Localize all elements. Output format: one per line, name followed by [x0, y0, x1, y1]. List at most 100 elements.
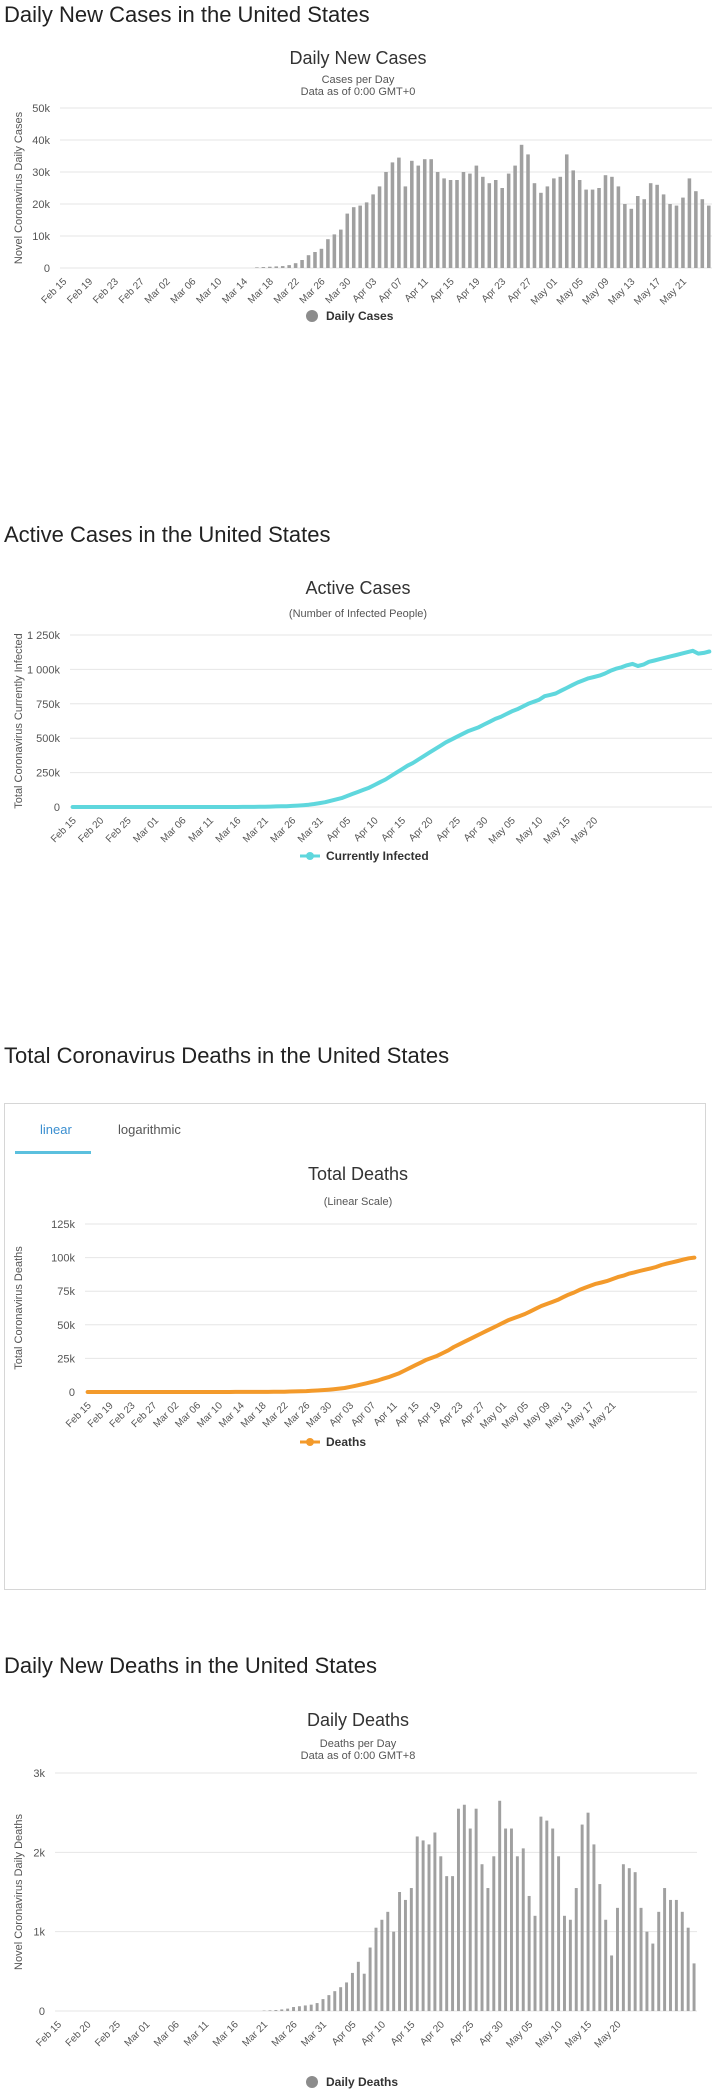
- data-bar: [527, 1895, 531, 2011]
- total-deaths-chart: Total Deaths (Linear Scale) 0 25k 50k 75k 100k…: [13, 1164, 697, 1449]
- data-bar: [700, 199, 705, 268]
- x-tick-label: Mar 06: [152, 2019, 182, 2049]
- data-bar: [292, 2007, 296, 2011]
- data-bar: [645, 1931, 649, 2011]
- x-tick-label: Mar 30: [324, 276, 354, 306]
- data-bar: [635, 196, 640, 268]
- data-bar: [321, 1999, 325, 2011]
- legend-marker-dot: [306, 1438, 314, 1446]
- data-bar: [545, 1820, 549, 2011]
- data-bar: [333, 1991, 337, 2011]
- data-bar: [669, 1899, 672, 2011]
- y-tick-label: 3k: [33, 1768, 45, 1780]
- data-bar: [706, 205, 711, 268]
- data-bar: [590, 189, 595, 268]
- x-tick-label: Feb 23: [91, 276, 121, 306]
- x-tick-label: Mar 26: [269, 815, 299, 845]
- data-bar: [384, 172, 388, 268]
- data-bar: [309, 2004, 313, 2011]
- chart-subtitle: (Linear Scale): [324, 1196, 392, 1208]
- data-bar: [623, 204, 627, 268]
- x-tick-label: May 05: [504, 2019, 535, 2050]
- legend-marker: [306, 2076, 318, 2088]
- y-tick-label: 0: [54, 802, 60, 814]
- data-bar: [368, 1947, 372, 2011]
- x-tick-label: Apr 15: [389, 2019, 418, 2048]
- data-bar: [345, 213, 350, 268]
- data-bar: [500, 188, 504, 268]
- data-bar: [345, 1982, 349, 2011]
- data-bar: [481, 176, 485, 268]
- data-bar: [364, 202, 369, 268]
- x-tick-label: Apr 30: [477, 2019, 506, 2048]
- data-bar: [445, 1876, 449, 2011]
- data-bar: [610, 176, 614, 268]
- x-tick-label: May 13: [606, 276, 637, 307]
- data-bar: [462, 1804, 466, 2011]
- data-bar: [327, 1995, 331, 2011]
- data-bar: [663, 1888, 667, 2011]
- x-tick-label: Feb 25: [104, 815, 134, 845]
- x-tick-label: May 17: [632, 276, 663, 307]
- data-bar: [552, 178, 556, 268]
- data-bar: [410, 160, 414, 268]
- y-tick-label: 250k: [36, 768, 60, 780]
- data-bar: [577, 180, 582, 268]
- legend-label: Deaths: [326, 1435, 366, 1449]
- data-bar: [403, 186, 408, 268]
- x-tick-label: May 20: [593, 2019, 624, 2050]
- x-tick-label: Feb 15: [49, 815, 79, 845]
- data-bar: [474, 1808, 478, 2011]
- data-bar: [461, 172, 466, 268]
- x-tick-label: Apr 25: [448, 2019, 477, 2048]
- x-tick-label: May 10: [534, 2019, 565, 2050]
- x-tick-label: May 05: [487, 815, 518, 846]
- x-tick-label: Mar 26: [270, 2019, 300, 2049]
- x-tick-label: Feb 19: [65, 276, 95, 306]
- y-tick-label: 40k: [32, 135, 50, 147]
- y-tick-label: 1 000k: [27, 664, 61, 676]
- y-tick-label: 0: [39, 2006, 45, 2018]
- x-tick-label: Feb 20: [77, 815, 107, 845]
- data-bar: [668, 204, 672, 268]
- x-tick-label: Apr 20: [407, 815, 436, 844]
- x-tick-label: Feb 27: [117, 276, 147, 306]
- data-bar: [433, 1832, 437, 2011]
- chart-subtitle: Cases per Day: [322, 74, 395, 86]
- data-bar: [313, 252, 317, 268]
- x-tick-label: Mar 16: [211, 2019, 241, 2049]
- x-tick-label: Feb 20: [64, 2019, 94, 2049]
- data-bar: [448, 180, 453, 268]
- tab-logarithmic[interactable]: logarithmic: [118, 1122, 181, 1137]
- daily-deaths-heading: Daily New Deaths in the United States: [4, 1653, 377, 1678]
- legend-label: Currently Infected: [326, 849, 429, 863]
- data-bar: [674, 1899, 678, 2011]
- x-tick-label: May 01: [529, 276, 560, 307]
- data-bar: [280, 266, 285, 268]
- x-tick-label: Mar 10: [194, 276, 224, 306]
- data-bar: [616, 186, 621, 268]
- data-bar: [416, 165, 421, 268]
- data-bar: [532, 183, 537, 268]
- data-bar: [674, 205, 679, 268]
- legend-label: Daily Cases: [326, 309, 394, 323]
- data-bar: [468, 173, 472, 268]
- data-bar: [621, 1864, 625, 2011]
- y-axis-title: Novel Coronavirus Daily Deaths: [13, 1814, 25, 1970]
- daily-cases-heading: Daily New Cases in the United States: [4, 2, 370, 27]
- data-bar: [255, 267, 259, 268]
- data-bar: [571, 170, 575, 268]
- x-tick-label: Apr 07: [376, 276, 405, 305]
- data-bar: [455, 180, 459, 268]
- data-bar: [456, 1808, 460, 2011]
- data-bar: [563, 1915, 566, 2011]
- tab-linear[interactable]: linear: [40, 1122, 72, 1137]
- data-bar: [390, 162, 395, 268]
- x-tick-label: Mar 02: [143, 276, 173, 306]
- legend-marker: [306, 310, 318, 322]
- x-tick-label: Mar 26: [298, 276, 328, 306]
- x-tick-label: May 05: [555, 276, 586, 307]
- data-bar: [558, 176, 563, 268]
- data-bar: [639, 1907, 643, 2011]
